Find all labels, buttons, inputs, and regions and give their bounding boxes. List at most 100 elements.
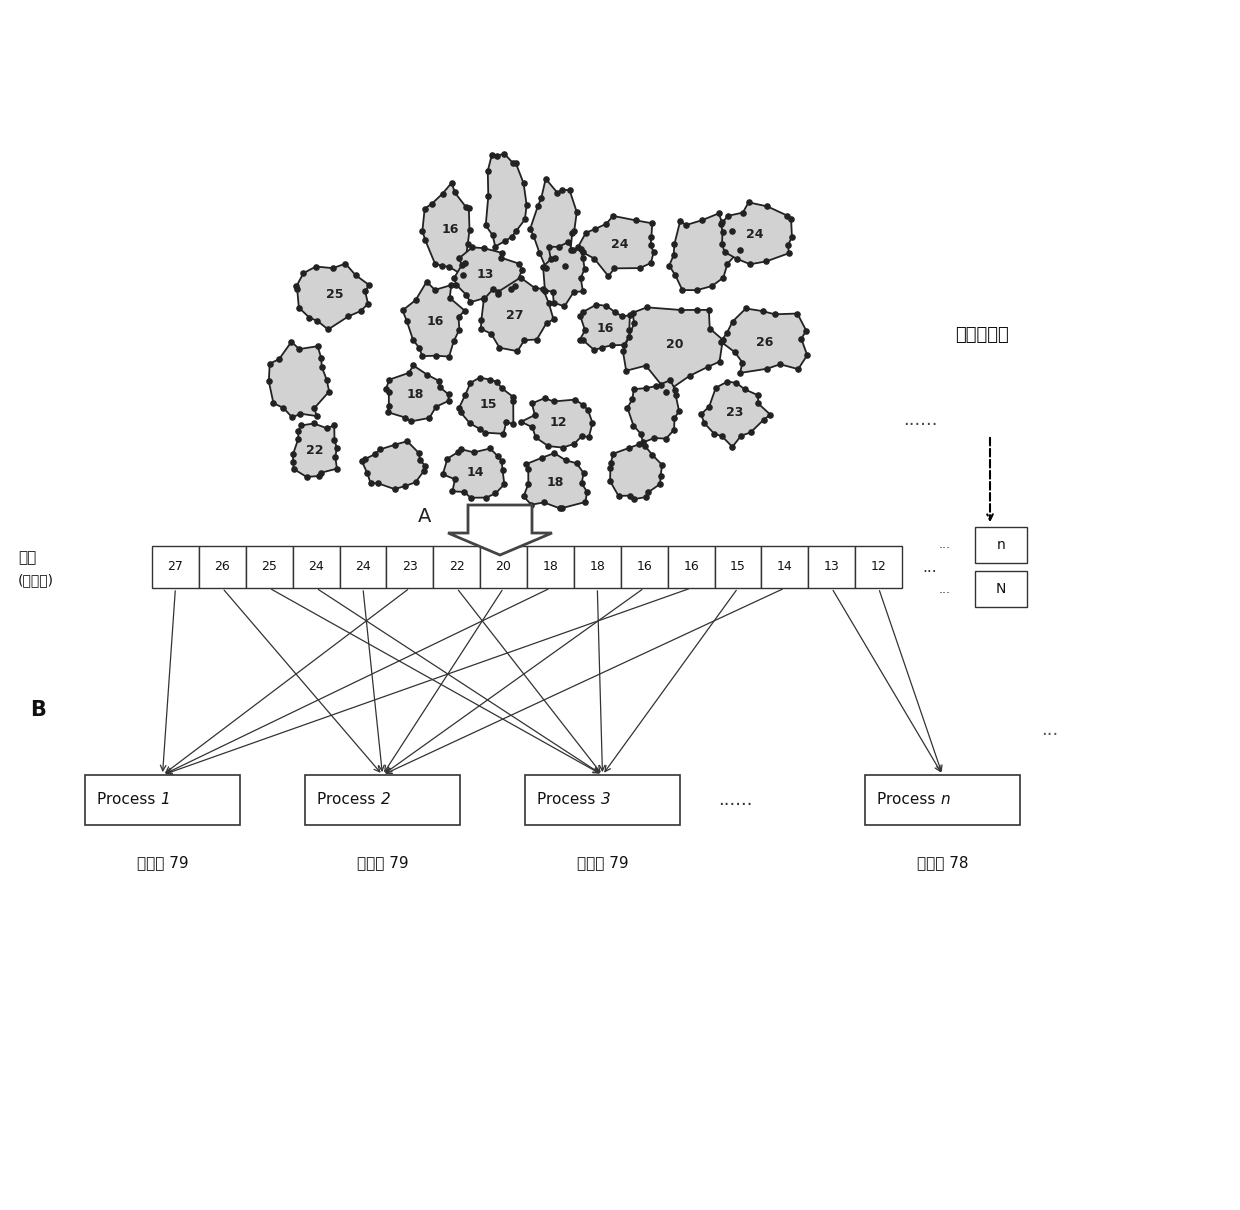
Text: 25: 25 [262,560,277,574]
Point [425,346,445,365]
Point [739,192,759,212]
Bar [86,774,241,825]
Point [325,431,345,450]
Point [503,392,523,411]
Point [487,373,507,392]
Point [449,249,469,269]
Point [503,414,523,433]
Point [515,330,534,350]
Point [448,443,467,462]
Point [748,393,768,413]
Point [288,280,308,299]
Point [339,306,358,325]
Point [603,444,622,463]
Text: 26: 26 [756,335,774,348]
Point [534,388,554,408]
Text: ......: ...... [903,411,937,430]
Point [567,202,587,221]
Point [490,338,510,357]
Text: 18: 18 [543,560,558,574]
Point [289,298,309,317]
Bar [305,774,460,825]
Text: Process: Process [97,793,160,807]
Point [327,459,347,478]
Point [518,474,538,494]
Point [316,370,336,390]
Point [346,265,366,284]
Point [563,223,583,242]
Text: 16: 16 [683,560,699,574]
Point [541,249,560,269]
Point [409,338,429,357]
Point [311,357,331,376]
Text: 13: 13 [823,560,839,574]
Point [433,257,453,276]
Point [397,432,417,451]
Point [712,235,732,254]
Text: (顶点数): (顶点数) [19,574,55,587]
Point [642,445,662,465]
Point [727,249,746,269]
Point [601,335,621,355]
Point [495,474,515,494]
Polygon shape [459,378,513,434]
Text: n: n [940,793,950,807]
Point [543,392,563,411]
Point [665,409,684,428]
Text: 27: 27 [167,560,184,574]
Text: A: A [418,507,432,526]
Point [723,312,743,332]
Point [740,254,760,273]
Text: Process: Process [537,793,600,807]
Text: 24: 24 [746,229,764,242]
Point [554,257,574,276]
Point [458,235,477,254]
Point [393,301,413,321]
Polygon shape [523,453,588,508]
Point [459,198,479,218]
Text: 12: 12 [870,560,887,574]
Point [405,473,425,492]
Point [273,398,293,417]
Point [538,437,558,456]
Point [449,319,469,339]
Point [376,379,396,398]
Text: ...: ... [939,582,951,595]
Point [487,446,507,466]
Point [717,371,737,391]
Point [528,196,548,215]
Point [565,390,585,409]
Point [631,424,651,443]
Point [629,434,649,454]
Point [637,298,657,317]
Text: 12: 12 [549,415,567,428]
Point [687,300,707,319]
Point [573,396,593,415]
Point [379,370,399,390]
Point [492,243,512,263]
Point [680,367,699,386]
Text: 15: 15 [479,398,497,411]
Point [444,332,464,351]
Point [564,282,584,301]
Point [425,254,445,273]
Point [525,405,544,425]
Point [463,237,482,257]
Text: ...: ... [1042,721,1059,739]
Point [309,466,329,485]
Point [620,321,640,340]
Point [491,379,511,398]
Point [352,451,372,471]
Polygon shape [578,215,653,276]
Point [260,353,280,373]
Point [510,254,529,273]
Point [440,288,460,307]
Point [533,280,553,299]
Text: 18: 18 [547,476,564,489]
Point [368,474,388,494]
Bar [574,546,621,588]
Polygon shape [423,183,470,275]
Point [725,342,745,362]
Point [284,460,304,479]
Point [455,253,475,272]
